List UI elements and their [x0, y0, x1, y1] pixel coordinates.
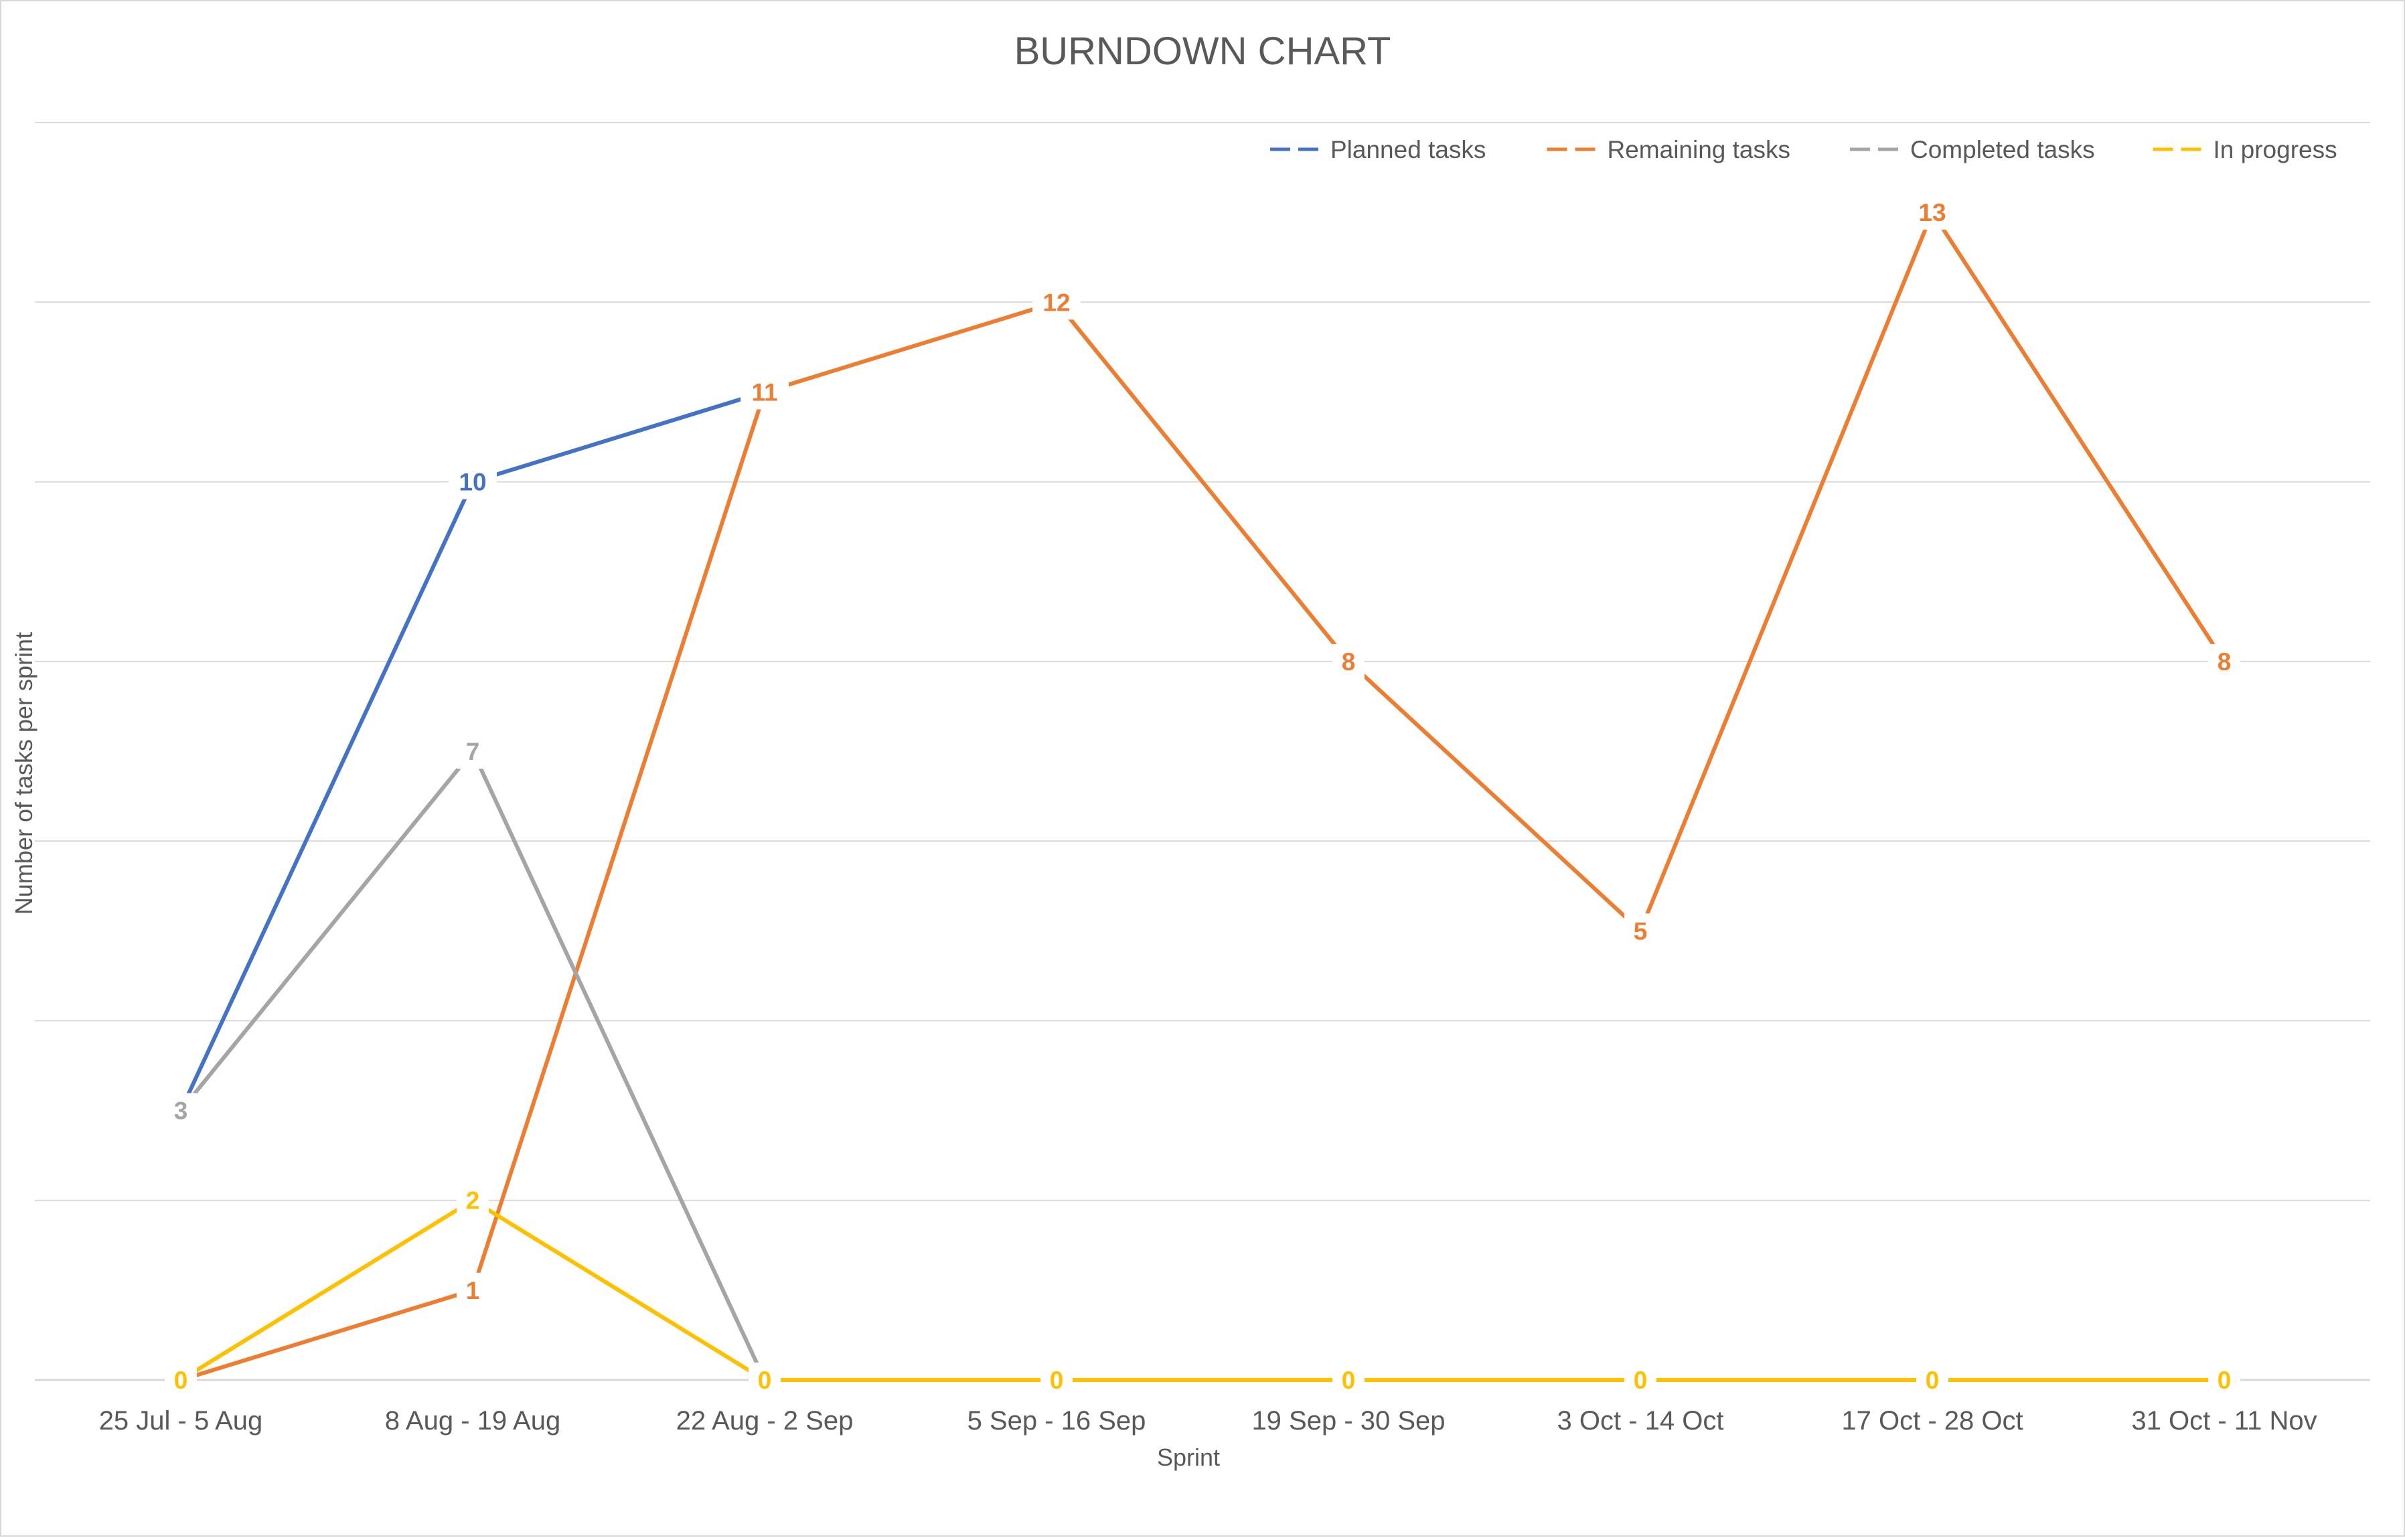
data-label-background	[1040, 1363, 1073, 1397]
data-label: 0	[758, 1367, 772, 1394]
data-label-background	[1916, 1363, 1948, 1397]
data-label-background	[749, 1363, 781, 1397]
chart-title: BURNDOWN CHART	[1014, 29, 1391, 73]
legend-label: In progress	[2214, 136, 2337, 163]
data-label: 12	[1042, 289, 1070, 316]
data-label-background	[457, 1272, 489, 1308]
data-label: 5	[1634, 917, 1648, 945]
y-axis-label: Number of tasks per sprint	[10, 632, 37, 915]
x-tick-label: 3 Oct - 14 Oct	[1557, 1406, 1724, 1436]
data-label-background	[1624, 913, 1656, 949]
data-label-background	[1032, 285, 1081, 320]
x-tick-label: 22 Aug - 2 Sep	[676, 1406, 854, 1436]
data-label-background	[165, 1093, 197, 1128]
data-label-background	[457, 1182, 489, 1218]
data-label: 7	[466, 738, 480, 765]
data-label: 0	[174, 1367, 188, 1394]
data-label: 0	[1050, 1367, 1064, 1394]
data-label: 0	[1926, 1367, 1940, 1394]
x-tick-label: 8 Aug - 19 Aug	[385, 1406, 560, 1436]
data-label-background	[2208, 643, 2240, 679]
data-label: 8	[2218, 648, 2232, 676]
data-label: 11	[751, 378, 777, 406]
x-tick-label: 31 Oct - 11 Nov	[2131, 1406, 2317, 1436]
data-label: 0	[1342, 1367, 1356, 1394]
x-tick-label: 19 Sep - 30 Sep	[1251, 1406, 1445, 1436]
data-label: 2	[466, 1187, 480, 1215]
data-label-background	[449, 464, 497, 499]
data-label: 3	[174, 1097, 188, 1125]
series-line	[179, 210, 2226, 1382]
x-tick-label: 5 Sep - 16 Sep	[967, 1406, 1146, 1436]
x-tick-label: 25 Jul - 5 Aug	[99, 1406, 263, 1436]
data-label-background	[1624, 1363, 1656, 1397]
data-label-background	[1332, 1363, 1365, 1397]
data-label: 1	[466, 1277, 480, 1304]
x-axis-label: Sprint	[1157, 1444, 1220, 1471]
data-label-background	[165, 1363, 197, 1397]
x-tick-label: 17 Oct - 28 Oct	[1841, 1406, 2023, 1436]
data-label-background	[1332, 643, 1365, 679]
data-label-background	[1908, 195, 1956, 230]
data-label: 0	[1634, 1367, 1648, 1394]
x-tick-labels: 25 Jul - 5 Aug 8 Aug - 19 Aug 22 Aug - 2 S…	[99, 1406, 2317, 1436]
data-label: 13	[1918, 199, 1946, 226]
data-label-background	[2208, 1363, 2240, 1397]
data-label-background	[457, 734, 489, 769]
series-line	[179, 1198, 2226, 1382]
data-label: 10	[459, 469, 486, 496]
data-label-background	[741, 374, 789, 410]
legend: Planned tasks Remaining tasks Completed ta…	[1270, 136, 2337, 163]
legend-label: Completed tasks	[1910, 136, 2095, 163]
legend-label: Planned tasks	[1330, 136, 1486, 163]
data-label: 0	[2218, 1367, 2232, 1394]
data-label: 8	[1342, 648, 1356, 676]
legend-label: Remaining tasks	[1608, 136, 1791, 163]
